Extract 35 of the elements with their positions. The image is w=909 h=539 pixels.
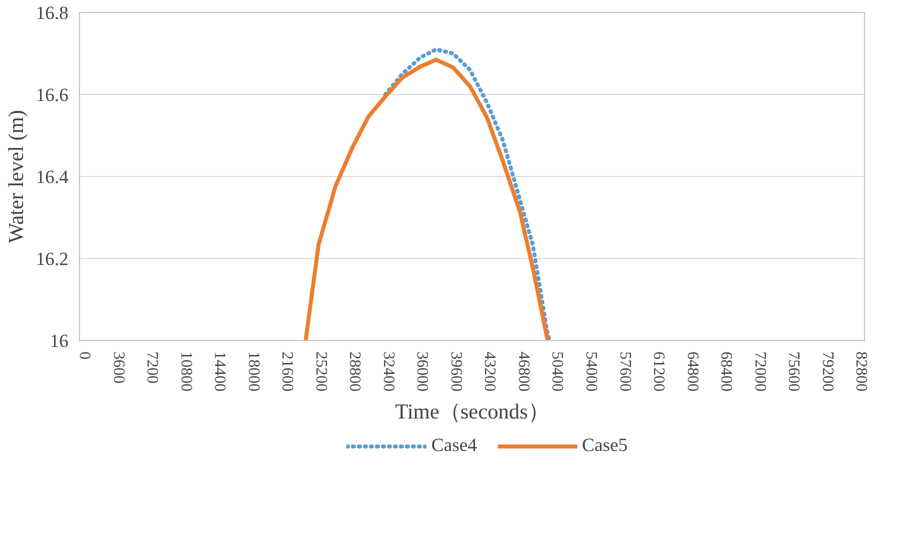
- x-tick-label: 79200: [818, 352, 836, 392]
- y-axis-title: Water level (m): [4, 110, 28, 244]
- x-tick-label: 57600: [616, 352, 634, 392]
- x-tick-label: 25200: [312, 352, 330, 392]
- legend-label: Case4: [431, 435, 477, 457]
- line-series: [383, 47, 552, 340]
- x-tick-label: 50400: [548, 352, 566, 392]
- x-tick-label: 72000: [751, 352, 768, 392]
- x-tick-label: 32400: [380, 352, 397, 392]
- legend-label: Case5: [582, 435, 628, 457]
- x-tick-label: 64800: [684, 352, 701, 392]
- x-tick-label: 18000: [244, 352, 262, 392]
- x-tick-label: 28800: [346, 352, 364, 392]
- x-tick-label: 82800: [852, 352, 870, 392]
- y-tick-label: 16.2: [36, 249, 69, 270]
- x-tick-label: 10800: [177, 352, 194, 392]
- x-tick-label: 75600: [785, 352, 802, 392]
- x-tick-label: 0: [76, 352, 94, 360]
- y-tick-label: 16: [50, 331, 68, 352]
- x-tick-label: 14400: [211, 352, 228, 392]
- y-tick-label: 16.4: [36, 167, 70, 188]
- x-tick-label: 61200: [650, 352, 668, 392]
- y-tick-label: 16.6: [36, 85, 69, 106]
- y-tick-label: 16.8: [36, 3, 69, 24]
- x-tick-label: 46800: [514, 352, 532, 392]
- x-axis-title: Time（seconds）: [395, 400, 549, 424]
- line-series: [304, 58, 550, 340]
- x-tick-label: 43200: [481, 352, 498, 392]
- x-tick-label: 36000: [414, 352, 431, 392]
- x-tick-label: 21600: [278, 352, 296, 392]
- x-tick-label: 54000: [582, 352, 600, 392]
- x-tick-label: 68400: [718, 352, 735, 392]
- x-tick-label: 3600: [110, 352, 127, 384]
- x-tick-label: 7200: [144, 352, 161, 384]
- x-tick-label: 39600: [447, 352, 464, 392]
